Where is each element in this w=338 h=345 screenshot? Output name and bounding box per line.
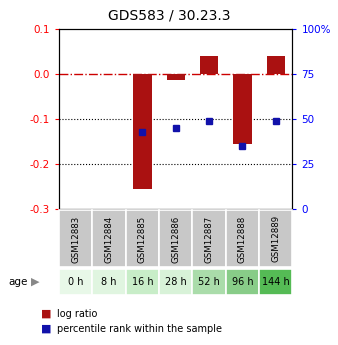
Bar	[159, 210, 192, 267]
Bar	[267, 56, 285, 74]
Bar	[159, 269, 192, 295]
Text: GSM12887: GSM12887	[204, 215, 214, 263]
Bar	[126, 210, 159, 267]
Text: 8 h: 8 h	[101, 277, 117, 287]
Bar	[59, 210, 93, 267]
Text: 28 h: 28 h	[165, 277, 187, 287]
Text: ■: ■	[41, 324, 51, 333]
Text: GSM12889: GSM12889	[271, 215, 280, 263]
Bar	[59, 269, 93, 295]
Text: 0 h: 0 h	[68, 277, 83, 287]
Bar	[226, 269, 259, 295]
Bar	[133, 74, 152, 188]
Text: GSM12888: GSM12888	[238, 215, 247, 263]
Bar	[93, 269, 126, 295]
Text: 16 h: 16 h	[131, 277, 153, 287]
Bar	[192, 210, 226, 267]
Bar	[226, 210, 259, 267]
Text: age: age	[8, 277, 28, 287]
Bar	[167, 74, 185, 80]
Text: log ratio: log ratio	[57, 309, 98, 319]
Text: GSM12883: GSM12883	[71, 215, 80, 263]
Text: GSM12884: GSM12884	[105, 215, 114, 263]
Text: 96 h: 96 h	[232, 277, 253, 287]
Bar	[126, 269, 159, 295]
Text: GSM12885: GSM12885	[138, 215, 147, 263]
Text: GSM12886: GSM12886	[171, 215, 180, 263]
Bar	[259, 269, 292, 295]
Text: percentile rank within the sample: percentile rank within the sample	[57, 324, 222, 334]
Text: GDS583 / 30.23.3: GDS583 / 30.23.3	[108, 9, 230, 23]
Bar	[93, 210, 126, 267]
Text: 144 h: 144 h	[262, 277, 290, 287]
Text: 52 h: 52 h	[198, 277, 220, 287]
Bar	[233, 74, 251, 144]
Bar	[192, 269, 226, 295]
Text: ▶: ▶	[31, 277, 40, 287]
Bar	[200, 56, 218, 74]
Bar	[259, 210, 292, 267]
Text: ■: ■	[41, 308, 51, 318]
